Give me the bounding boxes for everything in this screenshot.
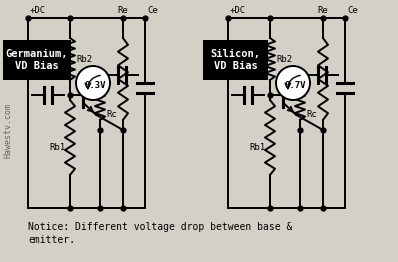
Text: Rb1: Rb1: [49, 143, 65, 152]
Text: Re: Re: [118, 6, 129, 15]
Text: +DC: +DC: [30, 6, 46, 15]
Text: Hawestv.com: Hawestv.com: [4, 103, 12, 159]
Text: 0.7V: 0.7V: [284, 80, 306, 90]
Text: Rc: Rc: [106, 110, 117, 119]
Circle shape: [76, 66, 110, 100]
Text: Rb2: Rb2: [76, 54, 92, 63]
Text: Re: Re: [318, 6, 328, 15]
Text: Rb1: Rb1: [249, 143, 265, 152]
Text: Rc: Rc: [306, 110, 317, 119]
Text: 0.3V: 0.3V: [84, 80, 106, 90]
FancyBboxPatch shape: [3, 40, 71, 80]
Text: Ce: Ce: [147, 6, 158, 15]
Text: Rb2: Rb2: [276, 54, 292, 63]
FancyBboxPatch shape: [203, 40, 268, 80]
Text: +DC: +DC: [230, 6, 246, 15]
Text: Silicon,
VD Bias: Silicon, VD Bias: [211, 49, 261, 71]
Text: Ce: Ce: [347, 6, 358, 15]
Circle shape: [276, 66, 310, 100]
Text: Germanium,
VD Bias: Germanium, VD Bias: [6, 49, 68, 71]
Text: Notice: Different voltage drop between base &
emitter.: Notice: Different voltage drop between b…: [28, 222, 293, 245]
